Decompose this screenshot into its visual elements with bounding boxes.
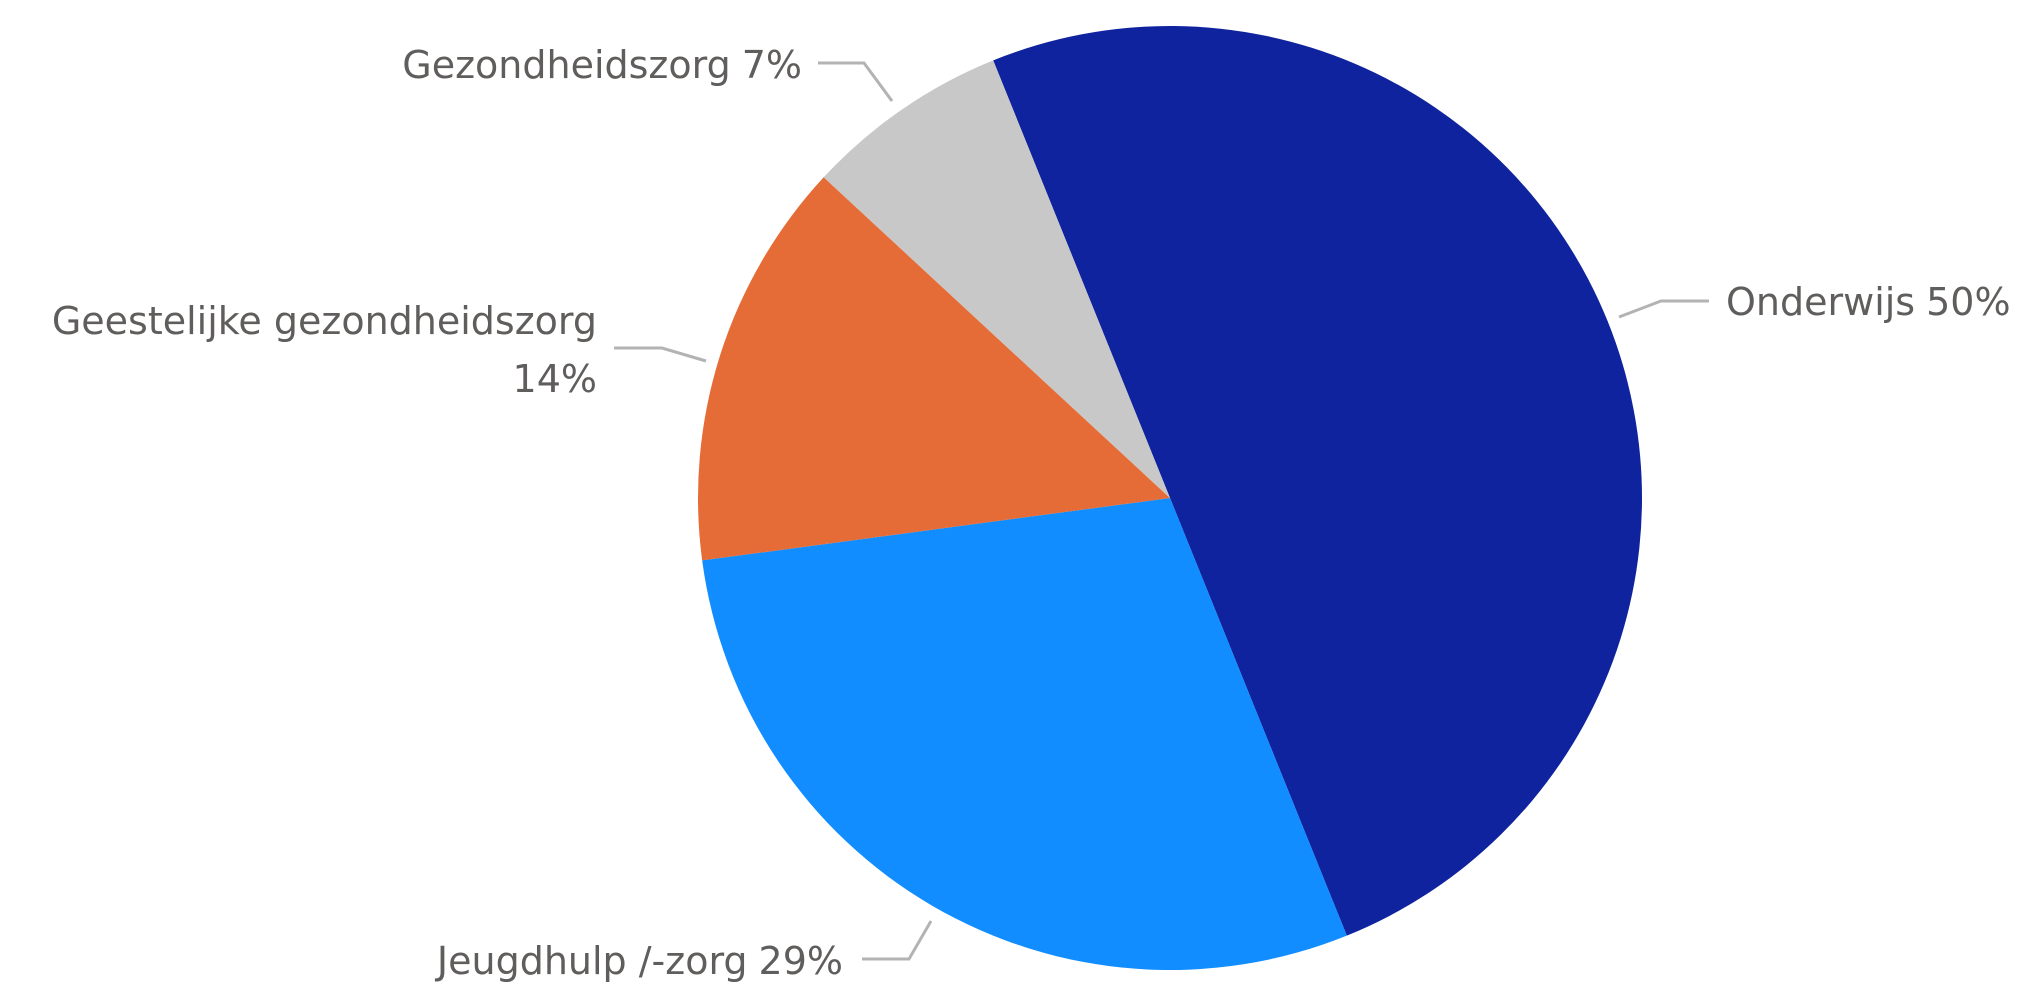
category-name: Jeugdhulp /-zorg xyxy=(435,939,748,983)
value-label: 7% xyxy=(742,43,802,87)
data-label: Gezondheidszorg 7% xyxy=(402,43,802,87)
leader-line xyxy=(614,346,707,363)
value-label: 14% xyxy=(513,357,597,401)
data-label: Onderwijs 50% xyxy=(1726,280,2011,324)
leader-line xyxy=(862,920,933,961)
leader-line xyxy=(1618,299,1709,319)
category-name: Onderwijs xyxy=(1726,280,1915,324)
pie-slice xyxy=(702,498,1347,971)
value-label: 29% xyxy=(759,939,843,983)
value-label: 50% xyxy=(1926,280,2010,324)
category-name: Geestelijke gezondheidszorg xyxy=(52,299,597,343)
data-label: Jeugdhulp /-zorg 29% xyxy=(435,939,843,983)
leader-line xyxy=(818,61,894,102)
pie-slice xyxy=(698,177,1170,561)
pie-slice xyxy=(823,60,1170,498)
pie-slice xyxy=(993,26,1643,936)
data-label: Geestelijke gezondheidszorg 14% xyxy=(52,299,597,401)
category-name: Gezondheidszorg xyxy=(402,43,730,87)
